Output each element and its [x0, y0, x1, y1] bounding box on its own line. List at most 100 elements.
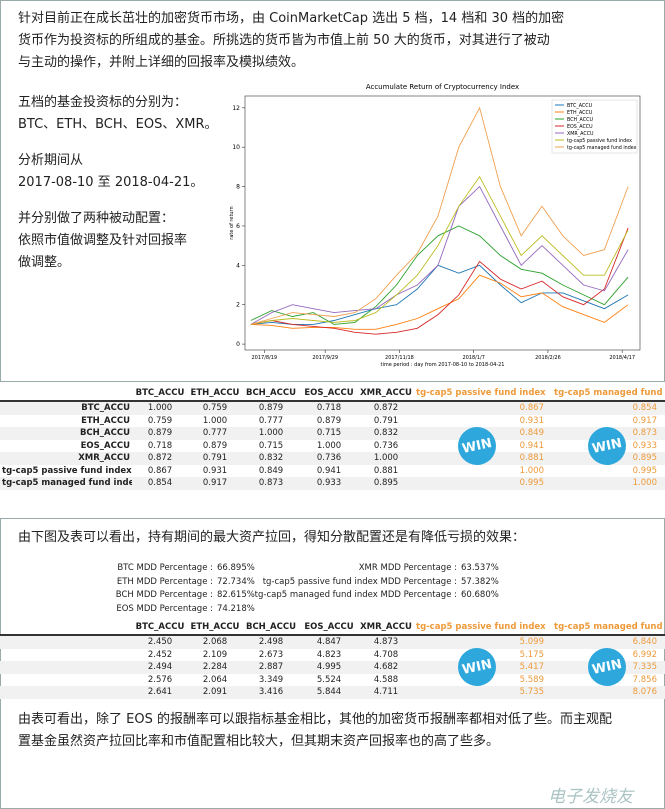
table-row: BCH_ACCU 0.879 0.777 1.000 0.715 0.832 0.849 0.…	[0, 427, 665, 440]
header-cell: tg-cap5 managed fund index	[552, 619, 665, 636]
table-cell: 0.872	[358, 401, 414, 415]
table-cell: 1.000	[132, 401, 188, 415]
header-cell: BCH_ACCU	[242, 385, 300, 402]
table-cell: 0.872	[132, 452, 188, 465]
x-tick-label: 2017/9/29	[312, 355, 338, 361]
table-cell: 0.941	[316, 465, 342, 476]
table-row: XMR_ACCU 0.872 0.791 0.832 0.736 1.000 0.881 0.…	[0, 452, 665, 465]
table-cell: 0.879	[132, 427, 188, 440]
table-cell: 2.109	[202, 649, 228, 660]
row-label: BTC_ACCU	[0, 401, 132, 415]
table-cell: 0.777	[258, 415, 284, 426]
table-cell: 2.673	[258, 649, 284, 660]
table-cell: 2.498	[242, 635, 300, 649]
y-tick-label: 4	[236, 262, 240, 269]
table-cell: 0.931	[202, 465, 228, 476]
table-cell: 0.895	[358, 477, 414, 490]
mdd-value: 74.218%	[217, 603, 255, 614]
text-line: 并分别做了两种被动配置：	[18, 211, 175, 226]
header-cell: XMR_ACCU	[358, 385, 414, 402]
chart-title: Accumulate Return of Cryptocurrency Inde…	[366, 83, 519, 91]
series-line	[250, 185, 629, 325]
table-cell: 2.064	[202, 674, 228, 685]
row-label	[0, 674, 132, 687]
header-cell: EOS_ACCU	[300, 385, 358, 402]
x-tick-label: 2017/11/18	[385, 355, 414, 361]
chart: Accumulate Return of Cryptocurrency Inde…	[229, 83, 641, 368]
row-label	[0, 635, 132, 649]
data-table: BTC_ACCU ETH_ACCU BCH_ACCU EOS_ACCU XMR_ACCU…	[0, 385, 665, 490]
row-label: EOS_ACCU	[80, 440, 130, 451]
table-cell: 5.099	[414, 635, 552, 649]
table-cell: 4.847	[300, 635, 358, 649]
mdd-value: 60.680%	[461, 590, 499, 600]
table-cell: 0.715	[258, 440, 284, 451]
table-cell: 1.000	[358, 452, 414, 465]
y-tick-label: 2	[236, 302, 240, 309]
table-cell: 0.832	[358, 427, 414, 440]
table-cell: 0.995	[632, 465, 657, 476]
text-line: 分析期间从	[18, 153, 84, 168]
table-cell: 0.873	[242, 477, 300, 490]
row-label	[0, 661, 132, 674]
series-line	[250, 274, 629, 330]
mdd-label: tg-cap5 passive fund index MDD Percentag…	[262, 576, 457, 587]
table-cell: 2.887	[242, 661, 300, 674]
table-cell: 4.588	[373, 674, 399, 685]
legend-label: XMR_ACCU	[567, 131, 594, 137]
header-row: BTC_ACCU ETH_ACCU BCH_ACCU EOS_ACCU XMR_ACCU…	[0, 385, 665, 402]
series-line	[250, 106, 629, 325]
header-cell: tg-cap5 managed fund index	[552, 385, 665, 402]
mdd-value: 82.615%	[217, 590, 255, 600]
mdd-value: 57.382%	[461, 576, 499, 587]
header-cell: tg-cap5 passive fund index	[414, 619, 552, 636]
table-cell: 0.791	[188, 452, 242, 465]
table-cell: 3.416	[242, 686, 300, 699]
table-cell: 2.452	[147, 649, 173, 660]
table-cell: 4.823	[316, 649, 342, 660]
table-cell: 0.854	[552, 401, 665, 415]
table-row: 2.450 2.068 2.498 4.847 4.873 5.099 6.840	[0, 635, 665, 649]
y-tick-label: 8	[236, 184, 240, 191]
table-cell: 0.941	[519, 440, 544, 451]
watermark: 电子发烧友	[548, 787, 633, 807]
header-cell	[0, 619, 132, 636]
header-cell: BTC_ACCU	[132, 385, 188, 402]
y-tick-label: 6	[236, 223, 240, 230]
mdd-label: EOS MDD Percentage :	[116, 603, 213, 614]
table-cell: 2.068	[188, 635, 242, 649]
header-cell: ETH_ACCU	[188, 385, 242, 402]
table-row: 2.452 2.109 2.673 4.823 4.708 5.175 6.992	[0, 649, 665, 662]
table-cell: 0.736	[300, 452, 358, 465]
x-axis-label: time period : day from 2017-08-10 to 201…	[380, 362, 504, 368]
header-row: BTC_ACCU ETH_ACCU BCH_ACCU EOS_ACCU XMR_ACCU…	[0, 619, 665, 636]
table-cell: 6.992	[632, 649, 657, 660]
table-cell: 4.711	[358, 686, 414, 699]
table-cell: 0.879	[202, 440, 228, 451]
table-cell: 2.091	[188, 686, 242, 699]
mdd-label: BTC MDD Percentage :	[117, 563, 213, 573]
table-cell: 4.873	[358, 635, 414, 649]
table-cell: 8.076	[552, 686, 665, 699]
series-line	[250, 175, 629, 325]
table-cell: 5.844	[300, 686, 358, 699]
y-tick-label: 12	[232, 105, 240, 112]
table-row: tg-cap5 passive fund index 0.867 0.931 0.84…	[0, 465, 665, 478]
legend-label: BCH_ACCU	[567, 117, 593, 123]
text-line: 由表可看出，除了 EOS 的报酬率可以跟指标基金相比，其他的加密货币报酬率都相对…	[18, 712, 612, 727]
table-cell: 0.715	[300, 427, 358, 440]
text-line: 货币作为投资标的所组成的基金。所挑选的货币皆为市值上前 50 大的货币，对其进行…	[18, 33, 550, 48]
mdd-value: 63.537%	[461, 563, 499, 573]
table-cell: 0.879	[242, 401, 300, 415]
x-tick-label: 2017/8/19	[251, 355, 277, 361]
table-cell: 0.931	[519, 415, 544, 426]
y-axis-label: rate of return	[229, 206, 235, 239]
legend-label: tg-cap5 passive fund index	[567, 138, 632, 144]
table-row: ETH_ACCU 0.759 1.000 0.777 0.879 0.791 0.931 0.…	[0, 415, 665, 428]
table-cell: 5.175	[519, 649, 544, 660]
row-label: ETH_ACCU	[81, 415, 130, 426]
header-cell: XMR_ACCU	[358, 619, 414, 636]
table-cell: 1.000	[519, 465, 544, 476]
row-label	[0, 686, 132, 699]
table-cell: 2.641	[132, 686, 188, 699]
